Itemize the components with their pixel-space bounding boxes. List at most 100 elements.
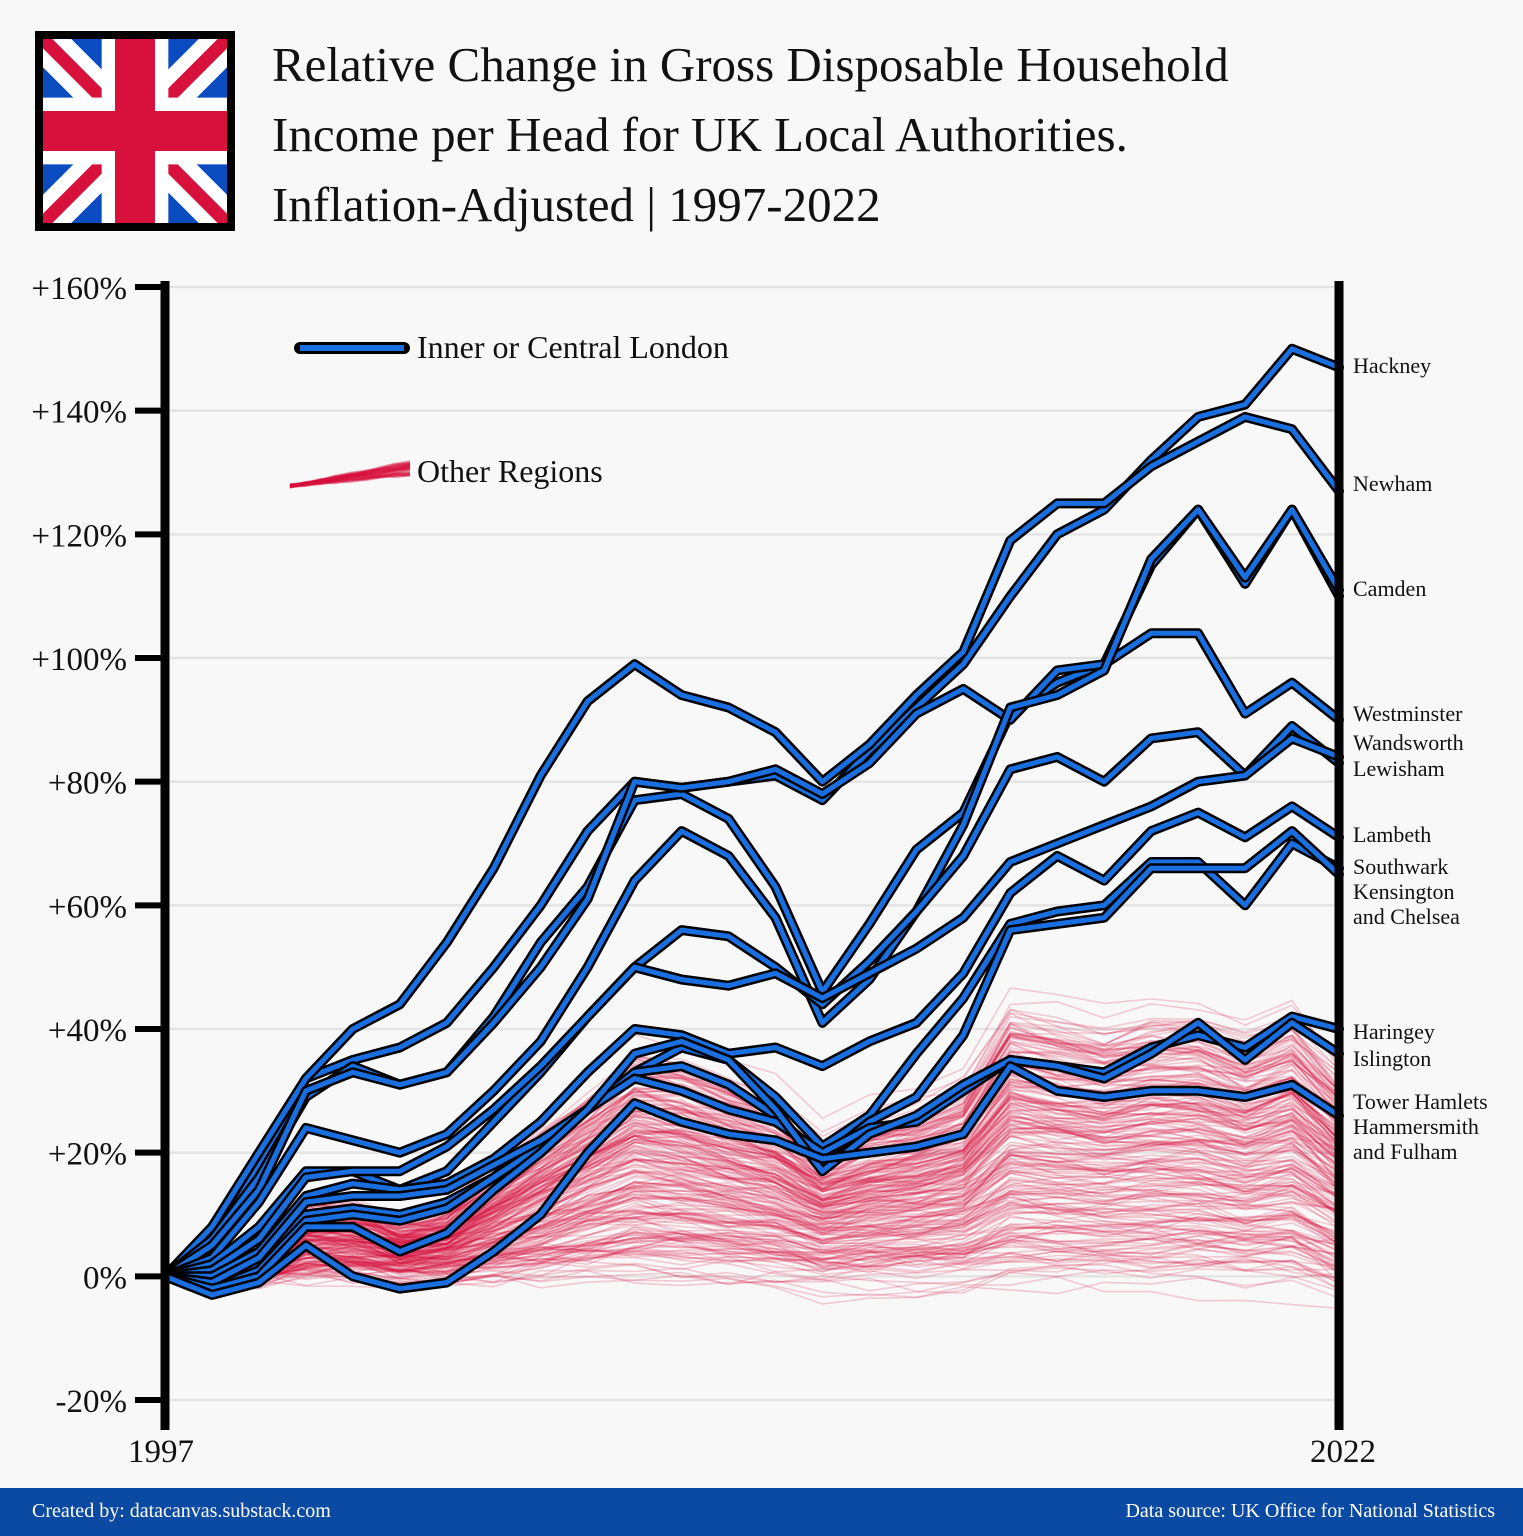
other-region-line [164, 1090, 1340, 1279]
other-region-line [164, 1142, 1340, 1286]
legend-swatch-other [289, 469, 411, 486]
other-region-line [164, 1154, 1340, 1285]
series-label: Newham [1353, 471, 1432, 496]
legend-swatch-other [289, 465, 411, 486]
y-tick-label: +120% [31, 518, 127, 554]
other-region-line [164, 1114, 1340, 1290]
legend-swatch-other [289, 462, 411, 486]
other-region-line [164, 1190, 1340, 1290]
legend-swatch-other [289, 465, 411, 489]
other-region-line [164, 1161, 1340, 1290]
other-region-line [164, 1190, 1340, 1280]
legend-swatch-other [289, 462, 411, 489]
chart-title-line-3: Inflation-Adjusted | 1997-2022 [272, 177, 881, 232]
other-region-line [164, 1192, 1340, 1285]
legend-swatch-other [289, 459, 411, 487]
other-region-line [164, 1145, 1340, 1279]
other-region-line [164, 1091, 1340, 1281]
other-region-line [164, 1232, 1340, 1280]
legend-swatch-other [289, 463, 411, 489]
other-region-line [164, 1216, 1340, 1278]
other-region-line [164, 1202, 1340, 1290]
other-region-line [164, 1245, 1340, 1290]
legend-swatch-other [289, 460, 411, 487]
other-region-line [164, 1225, 1340, 1292]
other-region-line [164, 1059, 1340, 1286]
other-region-line [164, 1160, 1340, 1278]
legend-label-london: Inner or Central London [417, 329, 729, 365]
other-region-line [164, 1152, 1340, 1278]
series-line-fill [162, 1020, 1342, 1292]
other-region-line [164, 1196, 1340, 1289]
other-region-line [164, 1053, 1340, 1286]
other-region-line [164, 1140, 1340, 1293]
legend-swatch-other [289, 474, 411, 489]
series-label: Tower Hamlets [1353, 1089, 1488, 1114]
legend-swatch-other [289, 466, 411, 488]
other-region-line [164, 1215, 1340, 1282]
y-tick-label: 0% [83, 1260, 127, 1296]
other-region-line [164, 1095, 1340, 1291]
other-region-line [164, 1125, 1340, 1290]
legend-swatch-other [289, 463, 411, 488]
legend-swatch-other [289, 467, 411, 488]
series-label: Hackney [1353, 353, 1431, 378]
footer-credit: Created by: datacanvas.substack.com [32, 1500, 331, 1522]
other-region-line [164, 1159, 1340, 1278]
other-region-line [164, 1224, 1340, 1283]
other-region-line [164, 1140, 1340, 1284]
other-region-line [164, 1160, 1340, 1286]
other-region-line [164, 1192, 1340, 1278]
other-region-line [164, 1231, 1340, 1290]
other-region-line [164, 1234, 1340, 1279]
series-line-fill [162, 630, 1342, 1279]
series-line-fill [162, 414, 1342, 1279]
other-region-line [164, 1182, 1340, 1284]
footer-source: Data source: UK Office for National Stat… [1125, 1500, 1495, 1522]
other-region-line [164, 1184, 1340, 1278]
series-label: Southwark [1353, 854, 1448, 879]
y-tick-label: +160% [31, 271, 127, 307]
y-tick-label: +40% [48, 1013, 127, 1049]
other-region-line [164, 1208, 1340, 1278]
legend-swatch-other [289, 466, 411, 487]
union-jack-flag-icon [35, 31, 235, 231]
other-region-line [164, 1193, 1340, 1281]
legend-swatch-other [289, 466, 411, 488]
series-label: Islington [1353, 1046, 1431, 1071]
other-region-line [164, 1056, 1340, 1294]
legend-swatch-other [289, 471, 411, 489]
other-region-line [164, 1126, 1340, 1290]
other-region-line [164, 1095, 1340, 1287]
series-line [160, 1011, 1344, 1288]
other-region-line [164, 1204, 1340, 1278]
other-region-line [164, 1206, 1340, 1283]
other-region-line [164, 1180, 1340, 1287]
legend-swatch-other [289, 471, 411, 487]
axes: -20% 0% +20% +40% +60% +80% +100% +120% +140% +16… [31, 271, 1376, 1470]
y-tick-label: +20% [48, 1137, 127, 1173]
series-line-fill [162, 1014, 1342, 1285]
x-tick-label: 2022 [1310, 1434, 1376, 1470]
inner-london-lines [160, 343, 1344, 1300]
other-region-line [164, 1264, 1340, 1297]
other-region-line [164, 1238, 1340, 1287]
other-region-line [164, 1180, 1340, 1286]
legend-swatch-other [289, 470, 411, 488]
other-region-line [164, 1202, 1340, 1287]
other-region-line [164, 1214, 1340, 1288]
other-region-line [164, 1232, 1340, 1278]
other-region-line [164, 1096, 1340, 1288]
y-tick-label: +80% [48, 766, 127, 802]
series-line-fill [162, 735, 1342, 1279]
y-tick-label: +140% [31, 395, 127, 431]
legend-swatch-other [289, 465, 411, 488]
other-region-line [164, 1163, 1340, 1284]
other-region-line [164, 1229, 1340, 1278]
footer-bar: Created by: datacanvas.substack.com Data… [0, 1488, 1523, 1536]
other-region-line [164, 1146, 1340, 1280]
other-region-line [164, 1224, 1340, 1282]
other-region-line [164, 1179, 1340, 1288]
other-region-line [164, 1247, 1340, 1278]
series-label: Wandsworth [1353, 730, 1464, 755]
